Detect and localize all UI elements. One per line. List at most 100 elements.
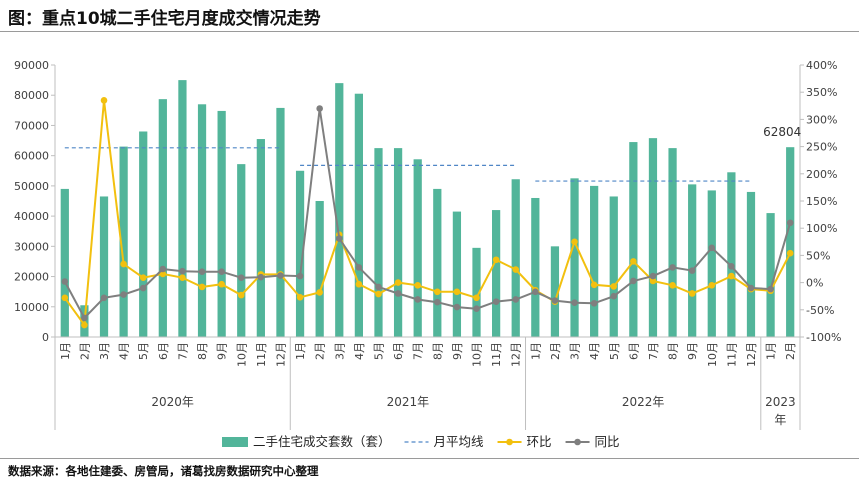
yoy-point [747, 284, 755, 292]
y-right-tick-label: 200% [806, 168, 837, 181]
bar [354, 93, 363, 337]
mom-point [179, 274, 186, 282]
y-right-tick-label: -50% [806, 304, 834, 317]
y-left-tick-label: 40000 [14, 210, 49, 223]
mom-point [473, 294, 480, 302]
bar [492, 210, 501, 337]
bar [452, 211, 462, 337]
mom-line [63, 100, 792, 328]
y-left-tick-label: 0 [42, 331, 49, 344]
yoy-point [335, 235, 343, 242]
mom-point [81, 321, 88, 329]
bar [335, 83, 344, 337]
mom-point [492, 256, 500, 264]
bar [295, 170, 305, 337]
mom-point [688, 290, 696, 297]
x-tick-label: 9月 [451, 342, 464, 360]
x-tick-label: 12月 [274, 342, 287, 367]
yoy-point [120, 291, 127, 298]
y-right-tick-label: 150% [806, 195, 837, 208]
yoy-line [63, 108, 792, 320]
x-tick-label: 2月 [549, 342, 562, 360]
mom-point [159, 270, 167, 278]
x-tick-label: 4月 [353, 342, 366, 360]
yoy-point [218, 268, 225, 276]
yoy-point [630, 277, 637, 285]
yoy-point [100, 294, 108, 302]
mom-point [434, 288, 441, 296]
mom-point [649, 277, 657, 285]
yoy-point [414, 296, 421, 303]
bar [609, 196, 618, 337]
x-tick-label: 2月 [314, 342, 327, 360]
legend-label: 月平均线 [434, 434, 485, 449]
yoy-point [728, 262, 735, 270]
bar [139, 131, 148, 337]
yoy-point [453, 303, 461, 311]
bar [413, 159, 422, 337]
yoy-point [394, 290, 402, 297]
x-tick-label: 7月 [176, 342, 189, 360]
y-right-tick-label: 400% [806, 59, 837, 72]
mom-point [414, 282, 421, 289]
y-left-tick-label: 80000 [14, 89, 49, 102]
bar [276, 107, 285, 337]
y-right-tick-label: 250% [806, 141, 837, 154]
x-tick-label: 7月 [647, 342, 660, 360]
mom-point [590, 281, 598, 289]
mom-point [728, 272, 735, 280]
yoy-point [473, 305, 480, 313]
yoy-point [492, 298, 500, 305]
bar [237, 164, 246, 337]
yoy-point [61, 278, 69, 285]
legend-swatch-marker [574, 438, 581, 446]
yoy-point [551, 297, 559, 304]
bar [158, 99, 167, 337]
y-right-tick-label: 300% [806, 113, 837, 126]
bar [217, 110, 226, 337]
x-tick-label: 5月 [608, 342, 621, 360]
x-tick-label: 11月 [490, 342, 503, 367]
yoy-point [296, 272, 304, 280]
source-note: 数据来源：各地住建委、房管局，诸葛找房数据研究中心整理 [8, 464, 319, 478]
bar [707, 190, 716, 337]
x-tick-label: 1月 [294, 342, 307, 360]
x-tick-label: 10月 [235, 342, 248, 367]
legend-swatch-bar [222, 437, 248, 447]
legend-label: 环比 [527, 434, 552, 449]
mom-point [237, 291, 245, 299]
bar [688, 184, 697, 337]
mom-point [630, 258, 637, 265]
bar [590, 185, 599, 337]
x-tick-label: 10月 [471, 342, 484, 367]
x-tick-label: 2月 [78, 342, 91, 360]
yoy-point [688, 267, 696, 274]
x-tick-label: 8月 [667, 342, 680, 360]
x-tick-label: 6月 [392, 342, 405, 360]
bar [511, 179, 520, 337]
mom-point [198, 283, 206, 291]
mom-point [512, 266, 520, 273]
x-tick-label: 8月 [431, 342, 444, 360]
x-tick-label: 4月 [118, 342, 131, 360]
x-tick-label: 7月 [412, 342, 425, 360]
mom-point [100, 97, 108, 104]
y-left-tick-label: 20000 [14, 271, 49, 284]
y-left-tick-label: 60000 [14, 150, 49, 163]
y-right-tick-label: 50% [806, 249, 830, 262]
y-right-tick-label: 350% [806, 86, 837, 99]
data-label: 62804 [763, 125, 801, 139]
mom-point [139, 274, 147, 282]
x-tick-label: 12月 [745, 342, 758, 367]
bar [570, 178, 579, 337]
mom-point [355, 280, 363, 288]
mom-point [61, 294, 69, 302]
bar [374, 148, 383, 337]
yoy-point [532, 288, 539, 296]
mom-point [120, 260, 127, 268]
y-left-tick-label: 30000 [14, 240, 49, 253]
page-title: 图：重点10城二手住宅月度成交情况走势 [8, 9, 321, 29]
year-label: 2023 [765, 395, 796, 409]
mom-point [316, 289, 323, 296]
yoy-point [179, 267, 186, 275]
